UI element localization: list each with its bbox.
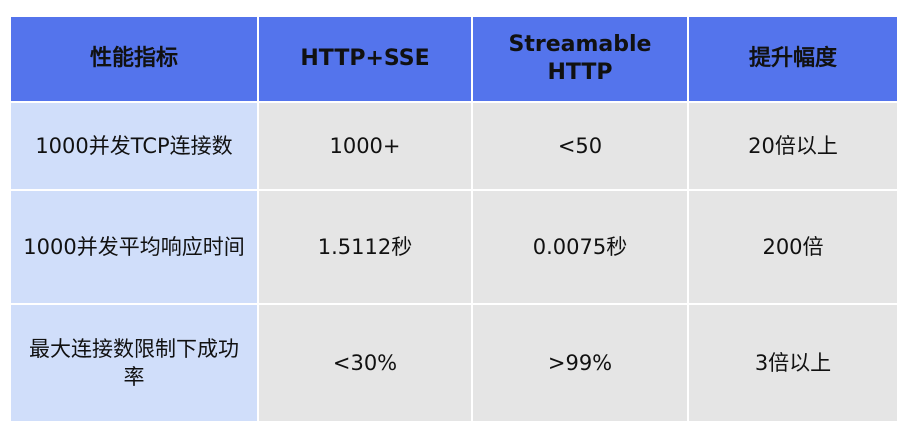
metric-cell: 1000并发平均响应时间 <box>9 189 259 305</box>
performance-table: 性能指标 HTTP+SSE Streamable HTTP 提升幅度 1000并… <box>9 15 899 423</box>
improvement-cell: 3倍以上 <box>687 303 899 423</box>
table-row: 最大连接数限制下成功率 <30% >99% 3倍以上 <box>9 303 899 423</box>
metric-cell: 1000并发TCP连接数 <box>9 101 259 191</box>
http-sse-cell: 1.5112秒 <box>257 189 473 305</box>
table-row: 1000并发TCP连接数 1000+ <50 20倍以上 <box>9 101 899 191</box>
header-metric: 性能指标 <box>9 15 259 103</box>
improvement-cell: 200倍 <box>687 189 899 305</box>
improvement-cell: 20倍以上 <box>687 101 899 191</box>
streamable-http-cell: >99% <box>471 303 689 423</box>
streamable-http-cell: <50 <box>471 101 689 191</box>
metric-cell: 最大连接数限制下成功率 <box>9 303 259 423</box>
http-sse-cell: <30% <box>257 303 473 423</box>
table-row: 1000并发平均响应时间 1.5112秒 0.0075秒 200倍 <box>9 189 899 305</box>
streamable-http-cell: 0.0075秒 <box>471 189 689 305</box>
header-row: 性能指标 HTTP+SSE Streamable HTTP 提升幅度 <box>9 15 899 103</box>
header-http-sse: HTTP+SSE <box>257 15 473 103</box>
header-streamable-http: Streamable HTTP <box>471 15 689 103</box>
header-improvement: 提升幅度 <box>687 15 899 103</box>
http-sse-cell: 1000+ <box>257 101 473 191</box>
